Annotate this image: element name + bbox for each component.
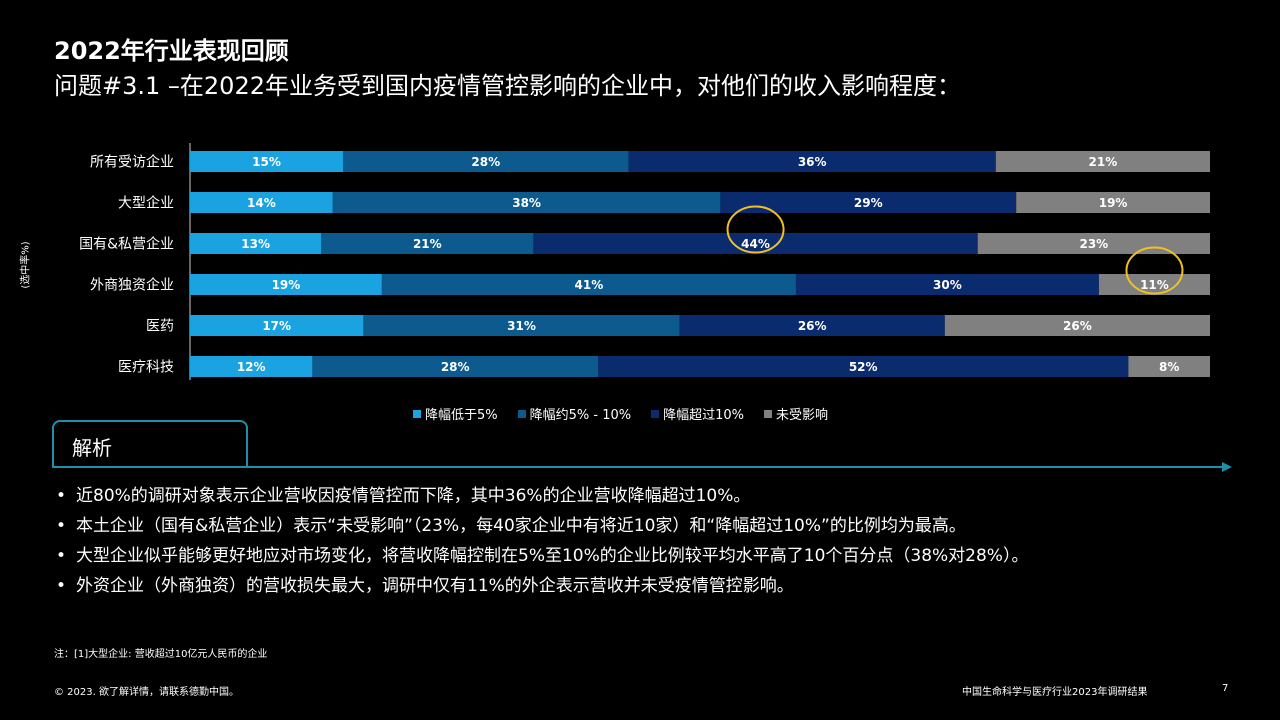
bar-segment <box>190 192 333 213</box>
bar-segment <box>312 356 598 377</box>
analysis-bullet: 大型企业似乎能够更好地应对市场变化，将营收降幅控制在5%至10%的企业比例较平均… <box>54 543 1028 573</box>
category-label: 国有&私营企业 <box>79 236 174 253</box>
bar-segment <box>995 151 1210 172</box>
bar-value-label: 19% <box>1099 196 1128 210</box>
legend-swatch <box>413 409 421 418</box>
category-label: 医药 <box>146 319 174 335</box>
category-label: 所有受访企业 <box>90 154 174 171</box>
bar-segment <box>190 233 322 254</box>
bar-value-label: 28% <box>471 155 500 169</box>
bar-value-label: 38% <box>512 196 541 210</box>
bar-value-label: 21% <box>413 237 442 251</box>
legend-label: 未受影响 <box>776 408 829 423</box>
bar-value-label: 13% <box>241 237 270 251</box>
bar-value-label: 11% <box>1140 278 1169 292</box>
category-label: 大型企业 <box>118 195 174 212</box>
bar-segment <box>628 151 996 172</box>
footer-copyright: © 2023. 欲了解详情，请联系德勤中国。 <box>54 687 239 698</box>
bar-value-label: 23% <box>1079 237 1108 251</box>
legend-item: 降幅低于5% <box>413 404 498 423</box>
bar-segment <box>332 192 721 213</box>
bar-segment <box>679 315 945 336</box>
bar-value-label: 36% <box>798 155 827 169</box>
bar-segment <box>795 274 1099 295</box>
bar-value-label: 29% <box>854 196 883 210</box>
bar-segment <box>190 151 343 172</box>
arrow-right-icon <box>1222 462 1232 472</box>
bar-segment <box>1016 192 1210 213</box>
bar-segment <box>1098 274 1210 295</box>
stacked-bar-chart: 所有受访企业 15% 28% 36% 21% 大型企业 14% 38% 29% 19% 国有&私营企… <box>79 143 1210 380</box>
bar-value-label: 26% <box>1063 319 1092 333</box>
bar-value-label: 19% <box>272 278 301 292</box>
legend-swatch <box>517 409 526 418</box>
page-number: 7 <box>1222 683 1229 694</box>
category-label: 医疗科技 <box>118 360 174 376</box>
bar-value-label: 14% <box>247 196 276 210</box>
bar-value-label: 30% <box>933 278 962 292</box>
bar-segment <box>381 274 796 295</box>
page-subtitle: 问题#3.1 –在2022年业务受到国内疫情管控影响的企业中，对他们的收入影响程… <box>54 72 961 100</box>
highlight-circle <box>726 205 785 254</box>
legend-label: 降幅约5% - 10% <box>529 408 632 423</box>
analysis-bullet: 近80%的调研对象表示企业营收因疫情管控而下降，其中36%的企业营收降幅超过10… <box>54 483 1028 513</box>
legend-label: 降幅低于5% <box>425 408 498 423</box>
footer-report-title: 中国生命科学与医疗行业2023年调研结果 <box>962 687 1148 698</box>
legend-item: 未受影响 <box>764 404 828 423</box>
category-label: 外商独资企业 <box>90 277 174 294</box>
analysis-tab: 解析 <box>52 420 248 466</box>
legend-item: 降幅超过10% <box>651 404 744 423</box>
bar-segment <box>977 233 1210 254</box>
legend-label: 降幅超过10% <box>663 408 745 423</box>
bar-segment <box>1128 356 1210 377</box>
bar-value-label: 21% <box>1089 155 1118 169</box>
bar-segment <box>598 356 1129 377</box>
bar-value-label: 52% <box>849 360 878 374</box>
bar-segment <box>190 315 364 336</box>
analysis-tab-label: 解析 <box>72 436 112 460</box>
bar-segment <box>533 233 978 254</box>
bar-value-label: 31% <box>507 319 536 333</box>
bar-segment <box>190 274 382 295</box>
chart-legend: 降幅低于5% 降幅约5% - 10% 降幅超过10% 未受影响 <box>413 404 828 423</box>
bar-value-label: 26% <box>798 319 827 333</box>
bar-segment <box>321 233 534 254</box>
analysis-divider <box>52 466 1224 468</box>
bar-value-label: 8% <box>1159 360 1179 374</box>
highlight-circle <box>1125 246 1184 295</box>
bar-segment <box>363 315 680 336</box>
bar-segment <box>720 192 1017 213</box>
legend-swatch <box>651 409 660 418</box>
footnote: 注：[1]大型企业: 营收超过10亿元人民币的企业 <box>54 649 268 660</box>
analysis-bullets: 近80%的调研对象表示企业营收因疫情管控而下降，其中36%的企业营收降幅超过10… <box>54 483 1028 603</box>
bar-segment <box>343 151 629 172</box>
bar-value-label: 41% <box>575 278 604 292</box>
bar-value-label: 12% <box>237 360 266 374</box>
bar-value-label: 17% <box>262 319 291 333</box>
bar-value-label: 15% <box>252 155 281 169</box>
bar-value-label: 44% <box>741 237 770 251</box>
analysis-bullet: 外资企业（外商独资）的营收损失最大，调研中仅有11%的外企表示营收并未受疫情管控… <box>54 573 1028 603</box>
page-title: 2022年行业表现回顾 <box>54 37 289 65</box>
bar-segment <box>190 356 313 377</box>
legend-item: 降幅约5% - 10% <box>517 404 632 423</box>
analysis-bullet: 本土企业（国有&私营企业）表示“未受影响”（23%，每40家企业中有将近10家）… <box>54 513 1028 543</box>
bar-value-label: 28% <box>441 360 470 374</box>
legend-swatch <box>764 409 773 418</box>
bar-segment <box>944 315 1210 336</box>
